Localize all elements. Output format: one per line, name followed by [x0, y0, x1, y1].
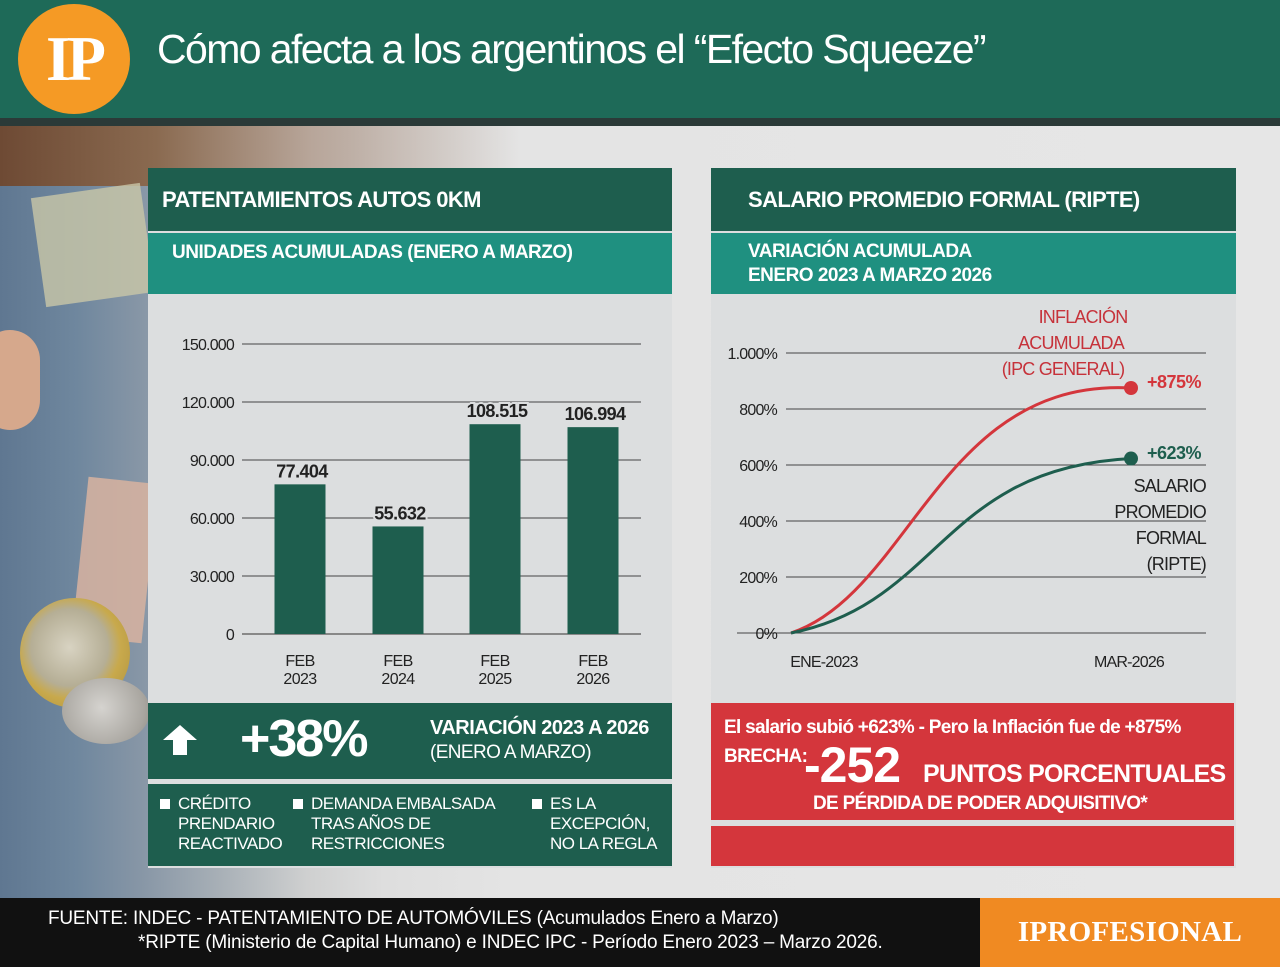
bar-value-label: 108.515: [467, 401, 528, 421]
brecha-box: El salario subió +623% - Pero la Inflaci…: [711, 703, 1234, 820]
bar-value-label: 77.404: [276, 461, 328, 481]
right-panel-subtitle: VARIACIÓN ACUMULADA ENERO 2023 A MARZO 2…: [711, 233, 1236, 294]
bar: [274, 484, 326, 634]
variation-value: +38%: [240, 710, 368, 768]
x-tick-label: FEB: [480, 653, 509, 670]
left-subtitle-text: UNIDADES ACUMULADAS (ENERO A MARZO): [172, 242, 573, 263]
up-arrow-icon: [163, 725, 197, 755]
x-tick-label: FEB: [285, 653, 314, 670]
source-line-1: FUENTE: INDEC - PATENTAMIENTO DE AUTOMÓV…: [48, 908, 779, 929]
bar: [372, 526, 424, 634]
bar-chart: 0 30.000 60.000 90.000 120.000 150.000 77.404 F…: [182, 337, 641, 688]
note-line: RESTRICCIONES: [311, 834, 445, 853]
note-line: ES LA: [550, 794, 596, 813]
series-line: [790, 386, 1132, 635]
x-tick-label: 2025: [478, 671, 512, 688]
line-chart: 0% 200% 400% 600% 800% 1.000% ENE-2023 MAR-2026…: [728, 306, 1208, 671]
header: IP Cómo afecta a los argentinos el “Efec…: [0, 0, 1280, 118]
bar: [469, 424, 521, 634]
header-divider: [0, 118, 1280, 126]
brecha-summary: El salario subió +623% - Pero la Inflaci…: [724, 717, 1181, 738]
x-tick-label: MAR-2026: [1094, 654, 1165, 671]
variation-stat: +38% VARIACIÓN 2023 A 2026 (ENERO A MARZ…: [148, 703, 672, 779]
bar-value-label: 106.994: [565, 404, 626, 424]
bar: [567, 427, 619, 634]
note-line: DEMANDA EMBALSADA: [311, 794, 496, 813]
series-end-marker: [1124, 381, 1138, 395]
note-credito: CRÉDITO PRENDARIO REACTIVADO: [159, 794, 283, 854]
right-subtitle-line1: VARIACIÓN ACUMULADA: [748, 241, 972, 262]
page-title: Cómo afecta a los argentinos el “Efecto …: [157, 26, 987, 72]
series-label: ACUMULADA: [1018, 333, 1125, 353]
note-demanda: DEMANDA EMBALSADA TRAS AÑOS DE RESTRICCI…: [292, 794, 496, 854]
note-line: PRENDARIO: [178, 814, 275, 833]
x-tick-label: 2023: [283, 671, 317, 688]
brand-logo: IPROFESIONAL: [980, 898, 1280, 967]
brecha-value: -252: [804, 737, 901, 793]
series-end-label: +623%: [1147, 443, 1202, 463]
bar-value-label: 55.632: [374, 503, 426, 523]
y-tick-label: 60.000: [190, 511, 235, 528]
finger-image: [0, 330, 40, 430]
left-panel-subtitle: UNIDADES ACUMULADAS (ENERO A MARZO): [148, 233, 672, 294]
series-label: (RIPTE): [1147, 554, 1206, 574]
coin-image-2: [62, 678, 150, 744]
series-label: FORMAL: [1136, 528, 1207, 548]
series-label: (IPC GENERAL): [1002, 359, 1125, 379]
right-subtitle-line2: ENERO 2023 A MARZO 2026: [748, 265, 992, 286]
note-excepcion: ES LA EXCEPCIÓN, NO LA REGLA: [532, 794, 657, 854]
y-tick-label: 30.000: [190, 569, 235, 586]
note-line: CRÉDITO: [178, 794, 251, 813]
note-line: TRAS AÑOS DE: [311, 814, 431, 833]
y-tick-label: 90.000: [190, 453, 235, 470]
banknote-image: [30, 182, 156, 308]
x-tick-label: 2024: [381, 671, 415, 688]
left-panel-title: PATENTAMIENTOS AUTOS 0KM: [148, 168, 672, 231]
brecha-unit: PUNTOS PORCENTUALES: [923, 760, 1226, 788]
series-end-marker: [1124, 451, 1138, 466]
series-label: INFLACIÓN: [1039, 306, 1128, 327]
y-tick-label: 1.000%: [728, 346, 778, 363]
y-tick-label: 150.000: [182, 337, 235, 354]
x-tick-label: ENE-2023: [790, 654, 858, 671]
ip-logo: IP: [18, 4, 130, 114]
brecha-description: DE PÉRDIDA DE PODER ADQUISITIVO*: [813, 793, 1148, 814]
left-title-text: PATENTAMIENTOS AUTOS 0KM: [162, 187, 481, 212]
variation-label: VARIACIÓN 2023 A 2026: [430, 717, 649, 739]
y-tick-label: 120.000: [182, 395, 235, 412]
x-tick-label: 2026: [576, 671, 610, 688]
y-tick-label: 400%: [739, 514, 777, 531]
brecha-box-bottom: [711, 826, 1234, 866]
series-line: [790, 457, 1132, 635]
right-title-text: SALARIO PROMEDIO FORMAL (RIPTE): [748, 187, 1140, 212]
note-line: NO LA REGLA: [550, 834, 657, 853]
y-tick-label: 800%: [739, 402, 777, 419]
note-line: REACTIVADO: [178, 834, 283, 853]
y-tick-label: 600%: [739, 458, 777, 475]
source-line-2: *RIPTE (Ministerio de Capital Humano) e …: [138, 932, 883, 953]
series-label: SALARIO: [1134, 476, 1207, 496]
y-tick-label: 0: [226, 627, 235, 644]
right-panel-title: SALARIO PROMEDIO FORMAL (RIPTE): [711, 168, 1236, 231]
series-label: PROMEDIO: [1114, 502, 1206, 522]
notes-box: CRÉDITO PRENDARIO REACTIVADO DEMANDA EMB…: [148, 784, 672, 866]
brecha-label: BRECHA:: [724, 746, 808, 767]
footer-source: FUENTE: INDEC - PATENTAMIENTO DE AUTOMÓV…: [0, 898, 980, 967]
bar-chart-area: 0 30.000 60.000 90.000 120.000 150.000 77.404 F…: [148, 296, 672, 702]
y-tick-label: 200%: [739, 570, 777, 587]
x-tick-label: FEB: [383, 653, 412, 670]
note-line: EXCEPCIÓN,: [550, 814, 650, 833]
y-tick-label: 0%: [755, 626, 777, 643]
series-end-label: +875%: [1147, 372, 1202, 392]
x-tick-label: FEB: [578, 653, 607, 670]
variation-period: (ENERO A MARZO): [430, 742, 592, 763]
